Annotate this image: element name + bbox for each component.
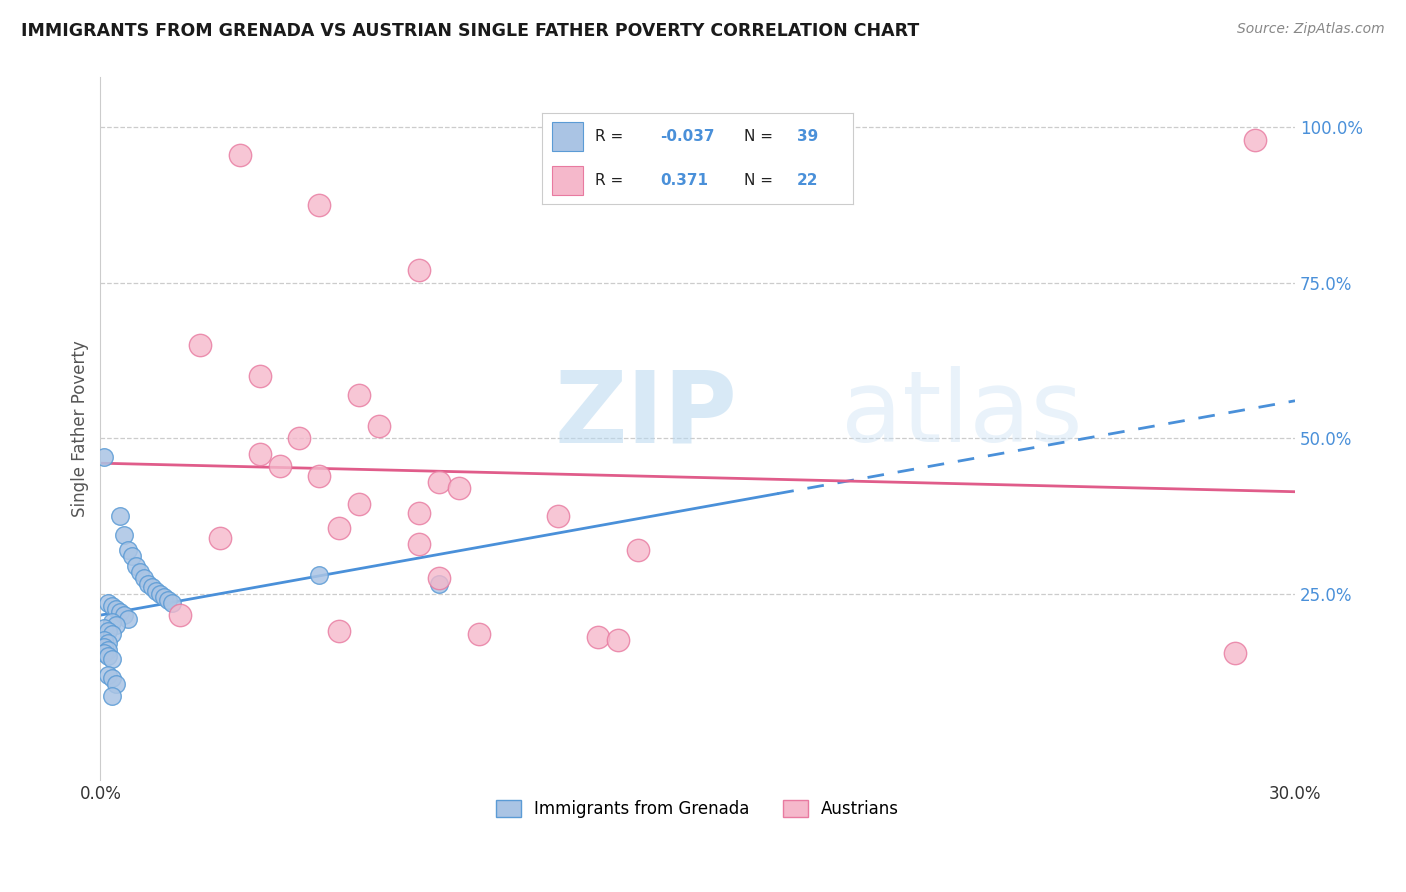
Point xyxy=(249,369,271,384)
Point xyxy=(160,596,183,610)
Point xyxy=(447,481,470,495)
Point xyxy=(347,496,370,510)
Point xyxy=(105,617,128,632)
Point xyxy=(249,447,271,461)
Point xyxy=(110,508,132,523)
Point xyxy=(328,624,350,638)
Point xyxy=(288,431,311,445)
Point xyxy=(101,627,124,641)
Point xyxy=(105,677,128,691)
Legend: Immigrants from Grenada, Austrians: Immigrants from Grenada, Austrians xyxy=(489,793,905,825)
Point xyxy=(308,468,330,483)
Point xyxy=(1244,133,1267,147)
Point xyxy=(101,652,124,666)
Point xyxy=(347,387,370,401)
Point xyxy=(121,549,143,564)
Point xyxy=(308,568,330,582)
Point xyxy=(101,671,124,685)
Point xyxy=(607,633,630,648)
Point xyxy=(308,198,330,212)
Point xyxy=(117,611,139,625)
Point xyxy=(467,627,489,641)
Point xyxy=(547,508,569,523)
Point xyxy=(125,558,148,573)
Point xyxy=(97,648,120,663)
Point xyxy=(427,577,450,591)
Point xyxy=(97,642,120,657)
Point xyxy=(97,624,120,638)
Point xyxy=(134,571,156,585)
Text: Source: ZipAtlas.com: Source: ZipAtlas.com xyxy=(1237,22,1385,37)
Point xyxy=(153,590,176,604)
Point xyxy=(105,602,128,616)
Point xyxy=(101,615,124,629)
Point xyxy=(229,148,252,162)
Point xyxy=(368,418,391,433)
Point xyxy=(328,521,350,535)
Text: ZIP: ZIP xyxy=(554,367,737,463)
Point xyxy=(129,565,152,579)
Point xyxy=(408,537,430,551)
Point xyxy=(112,608,135,623)
Point xyxy=(93,633,115,648)
Point xyxy=(586,630,609,644)
Point xyxy=(93,640,115,654)
Point xyxy=(101,690,124,704)
Point xyxy=(93,621,115,635)
Point xyxy=(101,599,124,614)
Point xyxy=(117,543,139,558)
Point xyxy=(93,646,115,660)
Point xyxy=(269,459,291,474)
Point xyxy=(149,587,172,601)
Point xyxy=(112,527,135,541)
Point xyxy=(97,667,120,681)
Point xyxy=(408,506,430,520)
Point xyxy=(169,608,191,623)
Y-axis label: Single Father Poverty: Single Father Poverty xyxy=(72,341,89,517)
Point xyxy=(136,577,159,591)
Point xyxy=(97,636,120,650)
Point xyxy=(145,583,167,598)
Point xyxy=(93,450,115,464)
Point xyxy=(97,596,120,610)
Point xyxy=(188,338,211,352)
Point xyxy=(141,581,163,595)
Text: atlas: atlas xyxy=(841,367,1083,463)
Point xyxy=(208,531,231,545)
Text: IMMIGRANTS FROM GRENADA VS AUSTRIAN SINGLE FATHER POVERTY CORRELATION CHART: IMMIGRANTS FROM GRENADA VS AUSTRIAN SING… xyxy=(21,22,920,40)
Point xyxy=(110,606,132,620)
Point xyxy=(627,543,650,558)
Point xyxy=(157,593,180,607)
Point xyxy=(1225,646,1247,660)
Point xyxy=(427,571,450,585)
Point xyxy=(427,475,450,489)
Point xyxy=(408,263,430,277)
